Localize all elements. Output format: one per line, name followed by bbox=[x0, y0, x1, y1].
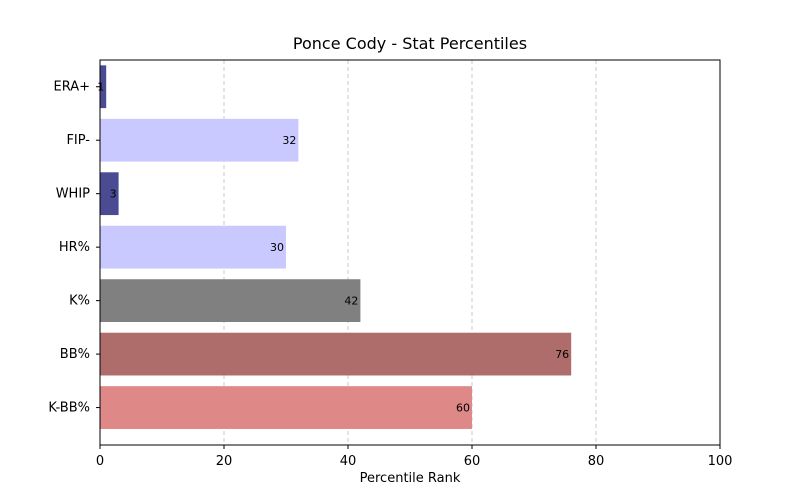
bar-value-label: 32 bbox=[282, 134, 296, 147]
y-tick-label: K% bbox=[69, 294, 90, 309]
plot-frame bbox=[99, 59, 721, 446]
x-tick-label: 0 bbox=[96, 454, 104, 469]
chart-title: Ponce Cody - Stat Percentiles bbox=[292, 34, 528, 53]
bar-value-label: 42 bbox=[344, 295, 358, 308]
bar-value-label: 1 bbox=[97, 81, 104, 94]
x-tick-label: 100 bbox=[708, 454, 733, 469]
y-tick-label: FIP- bbox=[66, 133, 90, 148]
bars bbox=[100, 65, 572, 429]
bar bbox=[100, 118, 299, 162]
bar bbox=[100, 225, 286, 269]
bar bbox=[100, 172, 119, 216]
y-tick-label: K-BB% bbox=[48, 401, 90, 416]
bar bbox=[100, 279, 361, 323]
y-tick-label: HR% bbox=[59, 240, 90, 255]
data-labels: 1 32 3 30 42 76 60 bbox=[97, 81, 569, 415]
x-ticks: 0 20 40 60 80 100 bbox=[96, 445, 733, 469]
x-tick-label: 40 bbox=[340, 454, 357, 469]
x-tick-label: 80 bbox=[588, 454, 605, 469]
bar-value-label: 60 bbox=[456, 402, 470, 415]
x-axis-label: Percentile Rank bbox=[359, 471, 461, 486]
x-tick-label: 20 bbox=[216, 454, 233, 469]
bar bbox=[100, 386, 472, 429]
y-tick-label: ERA+ bbox=[53, 80, 90, 95]
bar-value-label: 3 bbox=[110, 188, 117, 201]
bar-value-label: 30 bbox=[270, 241, 284, 254]
bar-value-label: 76 bbox=[555, 348, 569, 361]
y-tick-label: WHIP bbox=[56, 187, 90, 202]
bar bbox=[100, 65, 107, 109]
y-ticks: ERA+ FIP- WHIP HR% K% BB% K-BB% bbox=[48, 80, 100, 416]
bar bbox=[100, 332, 572, 376]
y-tick-label: BB% bbox=[60, 347, 90, 362]
x-tick-label: 60 bbox=[464, 454, 481, 469]
